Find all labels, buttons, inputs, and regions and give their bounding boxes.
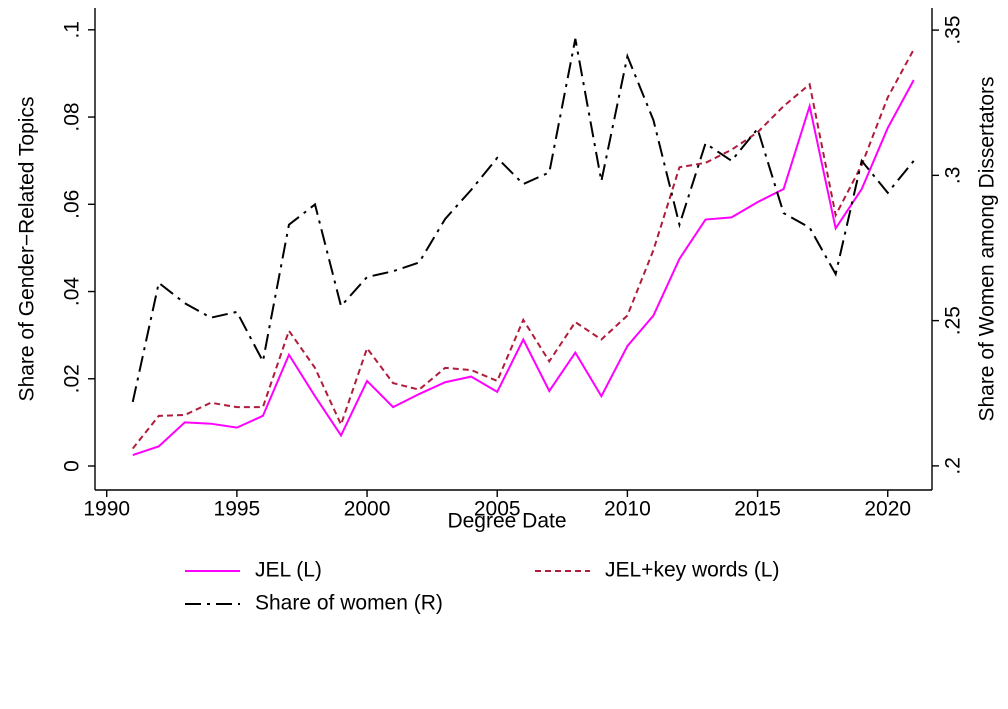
y2-axis-title: Share of Women among Dissertators (976, 76, 999, 421)
series-line (131, 38, 915, 403)
x-axis-title: Degree Date (447, 510, 566, 533)
legend-label: Share of women (R) (255, 592, 443, 615)
y2-tick-label: .25 (942, 306, 965, 335)
y-axis-title: Share of Gender−Related Topics (16, 97, 39, 402)
y-tick-label: .04 (61, 277, 84, 307)
y-tick-label: .08 (61, 102, 84, 131)
y2-tick-label: .35 (942, 15, 965, 44)
x-tick-label: 1995 (214, 498, 261, 521)
x-tick-label: 2015 (734, 498, 781, 521)
y-tick-label: 0 (61, 460, 84, 472)
legend-label: JEL (L) (255, 559, 322, 582)
series-line (131, 48, 915, 450)
x-tick-label: 2010 (604, 498, 651, 521)
x-tick-label: 1990 (83, 498, 130, 521)
y-tick-label: .02 (61, 364, 84, 393)
x-tick-label: 2020 (864, 498, 911, 521)
series-line (132, 79, 915, 457)
x-tick-label: 2000 (344, 498, 391, 521)
x-tick-label: 2005 (474, 498, 521, 521)
legend-label: JEL+key words (L) (605, 559, 779, 582)
y-tick-label: .1 (61, 21, 84, 39)
y2-tick-label: .2 (942, 457, 965, 475)
y2-tick-label: .3 (942, 167, 965, 185)
y-tick-label: .06 (61, 190, 84, 219)
